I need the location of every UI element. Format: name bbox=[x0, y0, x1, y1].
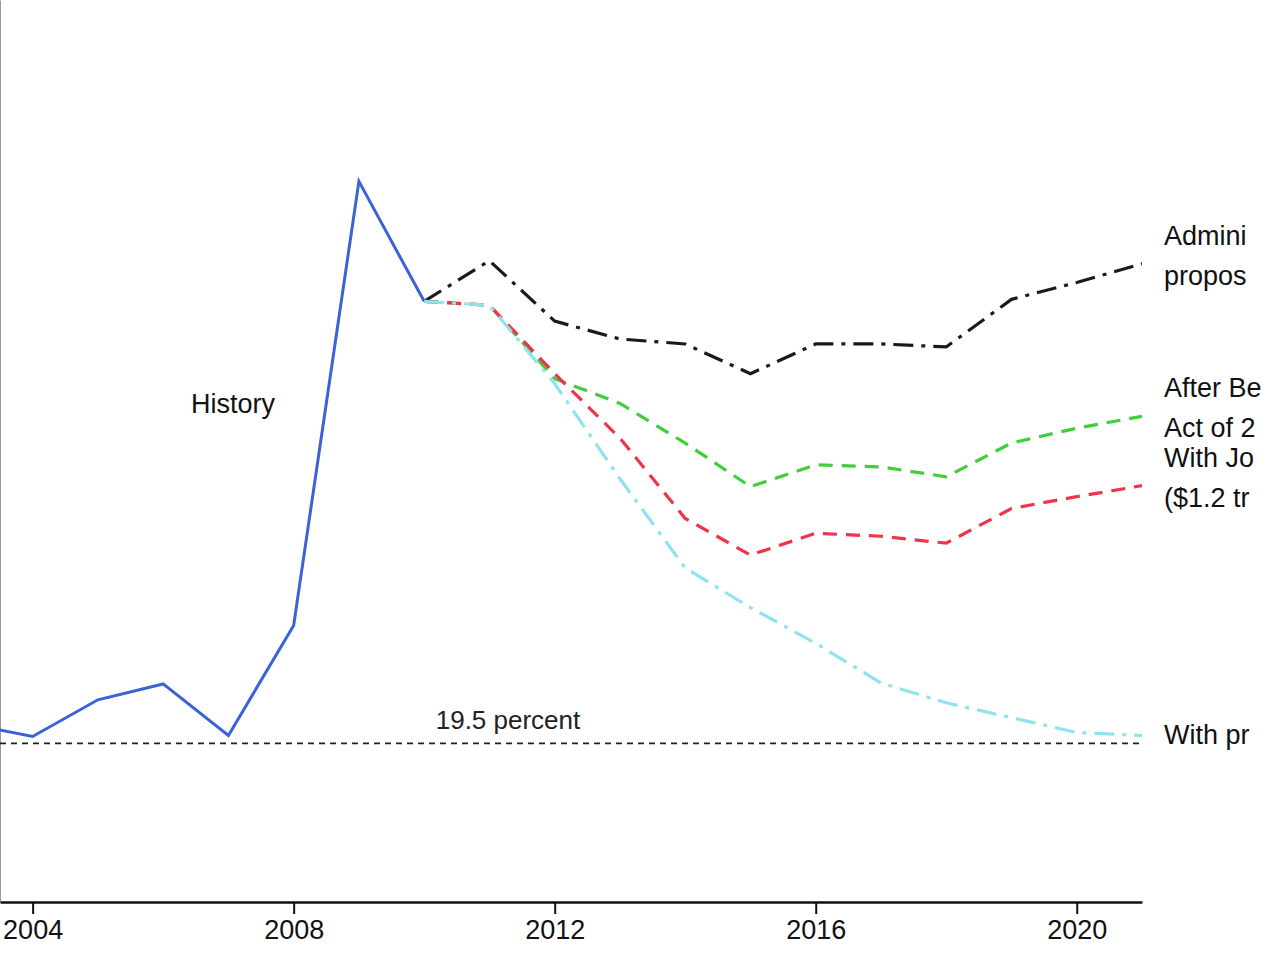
x-tick-label: 2008 bbox=[264, 915, 324, 945]
series-label: History bbox=[191, 389, 276, 419]
series-label: With Jo ($1.2 tr bbox=[1164, 443, 1254, 513]
x-axis: 2004 2008 2012 2016 2020 bbox=[1, 902, 1143, 945]
x-tick-label: 2020 bbox=[1047, 915, 1107, 945]
y-axis bbox=[0, 1, 1, 903]
x-tick-label: 2012 bbox=[525, 915, 585, 945]
series-label-line: With Jo bbox=[1164, 443, 1254, 473]
x-tick: 2016 bbox=[786, 902, 846, 945]
plot-area bbox=[0, 181, 1142, 743]
x-tick-mark bbox=[554, 902, 556, 914]
series-label: Admini propos bbox=[1164, 221, 1247, 291]
x-tick: 2012 bbox=[525, 902, 585, 945]
series-line bbox=[424, 301, 1142, 735]
x-tick-mark bbox=[32, 902, 34, 914]
series-label-line: With pr bbox=[1164, 720, 1250, 750]
series-line bbox=[424, 301, 1142, 555]
series-label-line: Admini bbox=[1164, 221, 1247, 251]
x-tick: 2004 bbox=[3, 902, 63, 945]
series-label-line: ($1.2 tr bbox=[1164, 483, 1250, 513]
series-label-line: Act of 2 bbox=[1164, 413, 1256, 443]
x-tick-mark bbox=[1076, 902, 1078, 914]
reference-label: 19.5 percent bbox=[436, 705, 581, 735]
x-tick-mark bbox=[293, 902, 295, 914]
x-tick: 2008 bbox=[264, 902, 324, 945]
series-line bbox=[424, 301, 1142, 486]
series-label-line: After Be bbox=[1164, 373, 1262, 403]
x-tick: 2020 bbox=[1047, 902, 1107, 945]
y-axis-line bbox=[0, 1, 1, 903]
x-tick-label: 2004 bbox=[3, 915, 63, 945]
series-line bbox=[0, 181, 424, 736]
labels: 19.5 percentHistoryAdminiproposAfter BeA… bbox=[191, 221, 1262, 751]
reference-line bbox=[0, 743, 1142, 745]
series-label-line: propos bbox=[1164, 261, 1247, 291]
series-label: With pr bbox=[1164, 720, 1250, 750]
series-label: After Be Act of 2 bbox=[1164, 373, 1262, 443]
x-tick-label: 2016 bbox=[786, 915, 846, 945]
chart: 2004 2008 2012 2016 2020 19.5 percent History A… bbox=[0, 0, 1275, 960]
x-tick-mark bbox=[815, 902, 817, 914]
x-axis-line bbox=[1, 901, 1143, 904]
